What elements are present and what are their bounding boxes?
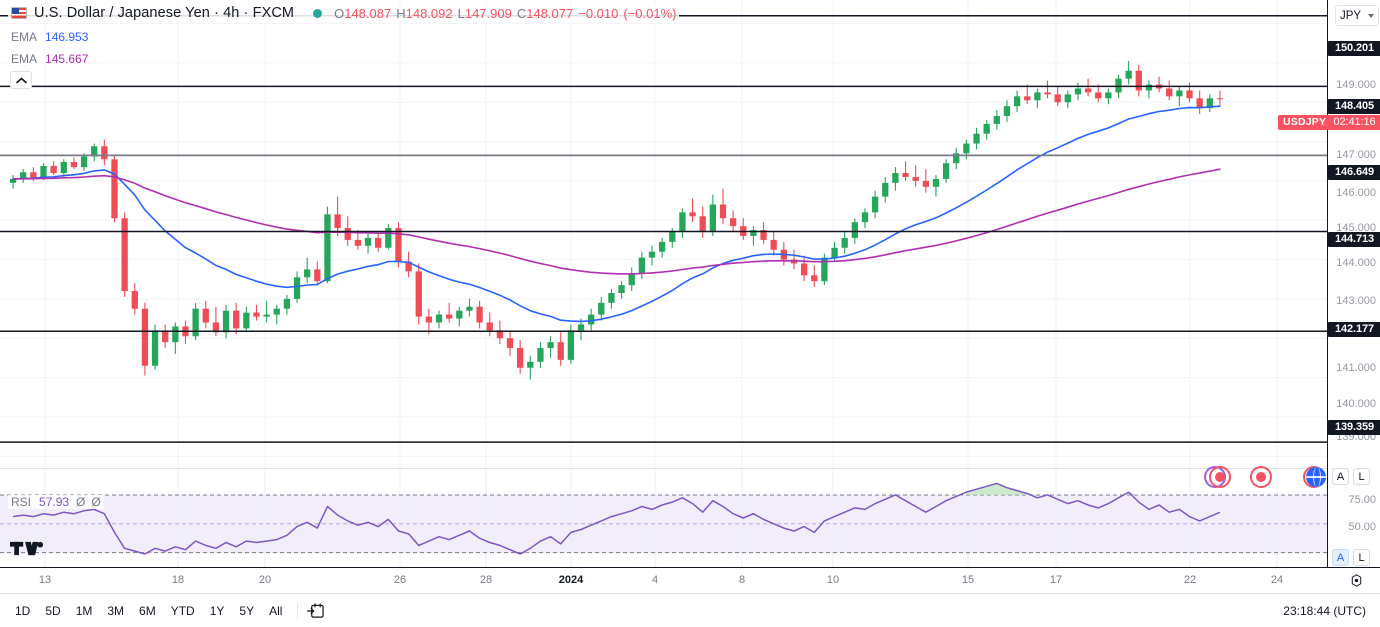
indicator-legend-ema-fast[interactable]: EMA 146.953: [8, 30, 92, 44]
time-axis-tick: 22: [1183, 574, 1197, 586]
collapse-legend-button[interactable]: [10, 71, 32, 89]
rsi-axis-tick: 75.00: [1348, 494, 1376, 506]
high-label: H: [396, 5, 406, 21]
toolbar-divider: [297, 602, 299, 619]
price-axis-tick: 140.000: [1336, 398, 1376, 410]
ema-slow-name: EMA: [11, 52, 38, 66]
rsi-name: RSI: [11, 495, 32, 509]
auto-scale-button[interactable]: A: [1332, 468, 1349, 485]
price-alert-marker-1[interactable]: [1204, 466, 1231, 488]
time-axis-tick: 18: [171, 574, 185, 586]
range-button-5d[interactable]: 5D: [45, 603, 61, 618]
time-axis-tick: 13: [38, 574, 52, 586]
time-axis-tick: 10: [826, 574, 840, 586]
price-axis-tick: 141.000: [1336, 362, 1376, 374]
pane-divider[interactable]: [0, 468, 1327, 469]
symbol-price-tag[interactable]: USDJPY: [1278, 115, 1332, 130]
price-axis-tick: 145.000: [1336, 222, 1376, 234]
rsi-value: 57.93: [39, 495, 70, 509]
price-alert-marker-2[interactable]: [1250, 466, 1272, 488]
range-button-ytd[interactable]: YTD: [170, 603, 195, 618]
chevron-up-icon: [15, 76, 27, 83]
symbol-title[interactable]: U.S. Dollar / Japanese Yen · 4h · FXCM: [34, 5, 295, 21]
price-axis-tick: 144.000: [1336, 257, 1376, 269]
rsi-auto-scale-button[interactable]: A: [1332, 549, 1349, 566]
alert-core: [1215, 472, 1225, 482]
bottom-toolbar[interactable]: 1D 5D 1M 3M 6M YTD 1Y 5Y All 23:18:44 (UTC): [0, 593, 1380, 627]
open-value: 148.087: [344, 5, 392, 21]
open-label: O: [334, 5, 345, 21]
time-axis-tick: 15: [961, 574, 975, 586]
range-button-3m[interactable]: 3M: [107, 603, 125, 618]
market-open-dot: [313, 8, 323, 18]
low-value: 147.909: [464, 5, 512, 21]
us-flag-icon: [11, 7, 27, 19]
range-button-1m[interactable]: 1M: [75, 603, 93, 618]
alert-ring: [1209, 466, 1231, 488]
price-chart-canvas: [0, 0, 1327, 468]
time-axis-tick: 20: [258, 574, 272, 586]
range-button-6m[interactable]: 6M: [139, 603, 156, 618]
price-level-badge[interactable]: 150.201: [1328, 41, 1380, 56]
change-percent: (−0.01%): [623, 5, 677, 21]
price-level-badge[interactable]: 146.649: [1328, 165, 1380, 180]
low-label: L: [457, 5, 465, 21]
chevron-down-icon: [1368, 13, 1374, 18]
alert-ring: [1250, 466, 1272, 488]
globe-icon[interactable]: [1306, 467, 1326, 487]
close-value: 148.077: [526, 5, 574, 21]
currency-select-value: JPY: [1340, 9, 1362, 22]
rsi-chart-canvas: [0, 469, 1327, 567]
tradingview-logo-icon: [10, 541, 44, 556]
price-axis-al-buttons[interactable]: A L: [1332, 468, 1370, 485]
range-button-5y[interactable]: 5Y: [239, 603, 255, 618]
range-button-1d[interactable]: 1D: [15, 603, 31, 618]
time-axis-tick: 8: [738, 574, 746, 586]
time-axis-tick: 4: [651, 574, 659, 586]
utc-clock: 23:18:44 (UTC): [1283, 603, 1366, 618]
rsi-legend[interactable]: RSI 57.93 Ø Ø: [8, 495, 104, 509]
price-axis-tick: 146.000: [1336, 187, 1376, 199]
close-label: C: [516, 5, 527, 21]
time-axis-settings-icon[interactable]: [1350, 574, 1363, 587]
time-axis-tick: 24: [1270, 574, 1284, 586]
price-level-badge[interactable]: 142.177: [1328, 322, 1380, 337]
currency-select[interactable]: JPY: [1335, 5, 1379, 26]
go-to-date-icon[interactable]: [307, 602, 325, 619]
time-axis-tick: 28: [479, 574, 493, 586]
time-axis-tick: 2024: [558, 574, 584, 586]
ema-fast-value: 146.953: [45, 30, 89, 44]
time-axis-tick: 26: [393, 574, 407, 586]
symbol-legend[interactable]: U.S. Dollar / Japanese Yen · 4h · FXCM O…: [8, 5, 680, 21]
time-axis-tick: 17: [1049, 574, 1063, 586]
range-button-1y[interactable]: 1Y: [209, 603, 225, 618]
indicator-legend-ema-slow[interactable]: EMA 145.667: [8, 52, 92, 66]
price-chart-pane[interactable]: [0, 0, 1327, 468]
rsi-axis-tick: 50.00: [1348, 521, 1376, 533]
alert-core: [1256, 472, 1266, 482]
rsi-extra-2: Ø: [91, 495, 101, 509]
ema-fast-name: EMA: [11, 30, 38, 44]
high-value: 148.092: [405, 5, 453, 21]
rsi-axis-al-buttons[interactable]: A L: [1332, 549, 1370, 566]
rsi-extra-1: Ø: [76, 495, 86, 509]
log-scale-button[interactable]: L: [1353, 468, 1370, 485]
price-axis-tick: 143.000: [1336, 295, 1376, 307]
ohlc-values: O148.087 H148.092 L147.909 C148.077 −0.010 (−…: [334, 6, 676, 21]
rsi-chart-pane[interactable]: [0, 469, 1327, 567]
price-axis-tick: 149.000: [1336, 79, 1376, 91]
tradingview-logo[interactable]: [10, 538, 44, 564]
change-value: −0.010: [578, 5, 619, 21]
ema-slow-value: 145.667: [45, 52, 89, 66]
price-level-badge[interactable]: 148.405: [1328, 99, 1380, 114]
range-button-all[interactable]: All: [269, 603, 283, 618]
price-axis-tick: 147.000: [1336, 149, 1376, 161]
countdown-badge[interactable]: 02:41:16: [1328, 115, 1380, 130]
price-level-badge[interactable]: 144.713: [1328, 232, 1380, 247]
price-level-badge[interactable]: 139.359: [1328, 420, 1380, 435]
time-axis[interactable]: 13 18 20 26 28 2024 4 8 10 15 17 22 24: [0, 567, 1380, 593]
rsi-log-scale-button[interactable]: L: [1353, 549, 1370, 566]
